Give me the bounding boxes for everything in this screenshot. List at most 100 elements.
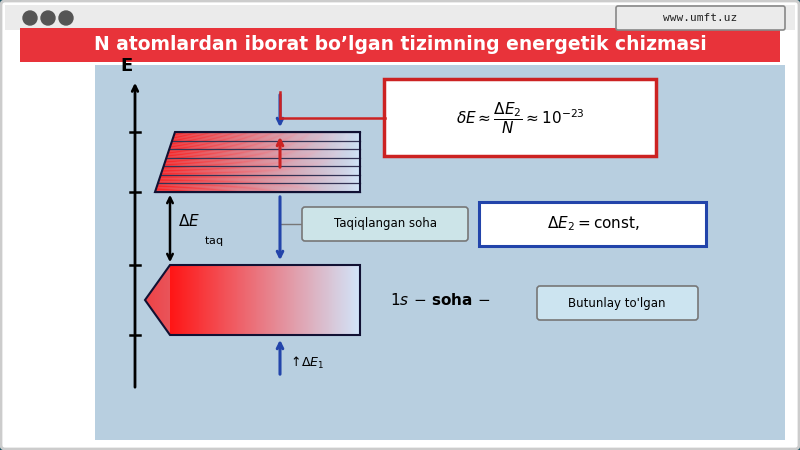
Polygon shape bbox=[282, 132, 290, 192]
Polygon shape bbox=[352, 132, 354, 192]
Polygon shape bbox=[294, 132, 301, 192]
Polygon shape bbox=[178, 265, 179, 335]
Polygon shape bbox=[301, 132, 307, 192]
Polygon shape bbox=[357, 132, 358, 192]
Circle shape bbox=[41, 11, 55, 25]
Polygon shape bbox=[257, 132, 267, 192]
FancyBboxPatch shape bbox=[479, 202, 706, 246]
Polygon shape bbox=[338, 132, 342, 192]
Polygon shape bbox=[250, 132, 261, 192]
Polygon shape bbox=[287, 132, 295, 192]
Polygon shape bbox=[327, 132, 331, 192]
Polygon shape bbox=[270, 132, 279, 192]
Polygon shape bbox=[350, 265, 351, 335]
Polygon shape bbox=[308, 132, 314, 192]
Polygon shape bbox=[258, 132, 270, 192]
Polygon shape bbox=[222, 132, 236, 192]
Polygon shape bbox=[286, 265, 287, 335]
Polygon shape bbox=[343, 265, 344, 335]
Polygon shape bbox=[193, 265, 194, 335]
Polygon shape bbox=[190, 132, 207, 192]
Polygon shape bbox=[211, 132, 227, 192]
Polygon shape bbox=[266, 132, 277, 192]
Polygon shape bbox=[262, 132, 273, 192]
Text: $1s\,-\,\mathbf{soha}\,-$: $1s\,-\,\mathbf{soha}\,-$ bbox=[390, 292, 490, 308]
Polygon shape bbox=[304, 132, 310, 192]
Polygon shape bbox=[221, 132, 235, 192]
Polygon shape bbox=[171, 265, 172, 335]
Polygon shape bbox=[352, 265, 354, 335]
Polygon shape bbox=[342, 132, 344, 192]
Polygon shape bbox=[210, 132, 225, 192]
Polygon shape bbox=[170, 265, 171, 335]
Text: $\Delta E$: $\Delta E$ bbox=[178, 212, 200, 229]
Polygon shape bbox=[195, 132, 212, 192]
Text: $\Delta E_2 = \mathrm{const},$: $\Delta E_2 = \mathrm{const},$ bbox=[546, 215, 639, 234]
Polygon shape bbox=[199, 132, 216, 192]
Polygon shape bbox=[204, 132, 220, 192]
Polygon shape bbox=[258, 132, 269, 192]
Polygon shape bbox=[246, 265, 247, 335]
Polygon shape bbox=[164, 132, 184, 192]
Polygon shape bbox=[261, 132, 271, 192]
Polygon shape bbox=[168, 132, 188, 192]
Polygon shape bbox=[279, 265, 280, 335]
Text: N atomlardan iborat bo’lgan tizimning energetik chizmasi: N atomlardan iborat bo’lgan tizimning en… bbox=[94, 36, 706, 54]
Polygon shape bbox=[303, 265, 304, 335]
Polygon shape bbox=[181, 132, 199, 192]
Polygon shape bbox=[268, 265, 269, 335]
Polygon shape bbox=[287, 265, 288, 335]
Polygon shape bbox=[190, 265, 191, 335]
Polygon shape bbox=[249, 265, 250, 335]
Polygon shape bbox=[332, 132, 336, 192]
Polygon shape bbox=[231, 265, 232, 335]
Polygon shape bbox=[213, 132, 228, 192]
Polygon shape bbox=[171, 132, 190, 192]
Polygon shape bbox=[334, 132, 337, 192]
Polygon shape bbox=[319, 265, 320, 335]
Polygon shape bbox=[295, 265, 296, 335]
Polygon shape bbox=[306, 265, 308, 335]
Polygon shape bbox=[161, 132, 182, 192]
Polygon shape bbox=[197, 265, 198, 335]
Polygon shape bbox=[342, 132, 346, 192]
Polygon shape bbox=[313, 132, 318, 192]
Polygon shape bbox=[281, 132, 290, 192]
Polygon shape bbox=[261, 265, 262, 335]
Polygon shape bbox=[227, 265, 228, 335]
Polygon shape bbox=[188, 265, 189, 335]
Polygon shape bbox=[244, 132, 256, 192]
Polygon shape bbox=[283, 265, 284, 335]
Polygon shape bbox=[259, 132, 270, 192]
Polygon shape bbox=[321, 132, 326, 192]
Polygon shape bbox=[172, 265, 173, 335]
Polygon shape bbox=[358, 132, 359, 192]
Polygon shape bbox=[192, 132, 210, 192]
Polygon shape bbox=[325, 265, 326, 335]
Polygon shape bbox=[191, 132, 208, 192]
Polygon shape bbox=[207, 132, 223, 192]
Polygon shape bbox=[182, 132, 201, 192]
Polygon shape bbox=[336, 265, 338, 335]
Polygon shape bbox=[235, 132, 248, 192]
Bar bbox=[95, 65, 785, 440]
Polygon shape bbox=[206, 265, 207, 335]
Polygon shape bbox=[191, 265, 192, 335]
Text: E: E bbox=[121, 57, 133, 75]
Polygon shape bbox=[346, 132, 349, 192]
Polygon shape bbox=[203, 265, 204, 335]
Polygon shape bbox=[298, 132, 306, 192]
Polygon shape bbox=[214, 132, 229, 192]
Text: $\uparrow\!\Delta E_1$: $\uparrow\!\Delta E_1$ bbox=[288, 355, 325, 371]
Polygon shape bbox=[341, 132, 343, 192]
Polygon shape bbox=[204, 265, 205, 335]
Polygon shape bbox=[214, 132, 230, 192]
Polygon shape bbox=[299, 265, 300, 335]
Polygon shape bbox=[283, 132, 291, 192]
Polygon shape bbox=[196, 132, 213, 192]
Polygon shape bbox=[222, 265, 223, 335]
Polygon shape bbox=[314, 265, 315, 335]
Polygon shape bbox=[184, 265, 185, 335]
Circle shape bbox=[59, 11, 73, 25]
Polygon shape bbox=[320, 265, 321, 335]
